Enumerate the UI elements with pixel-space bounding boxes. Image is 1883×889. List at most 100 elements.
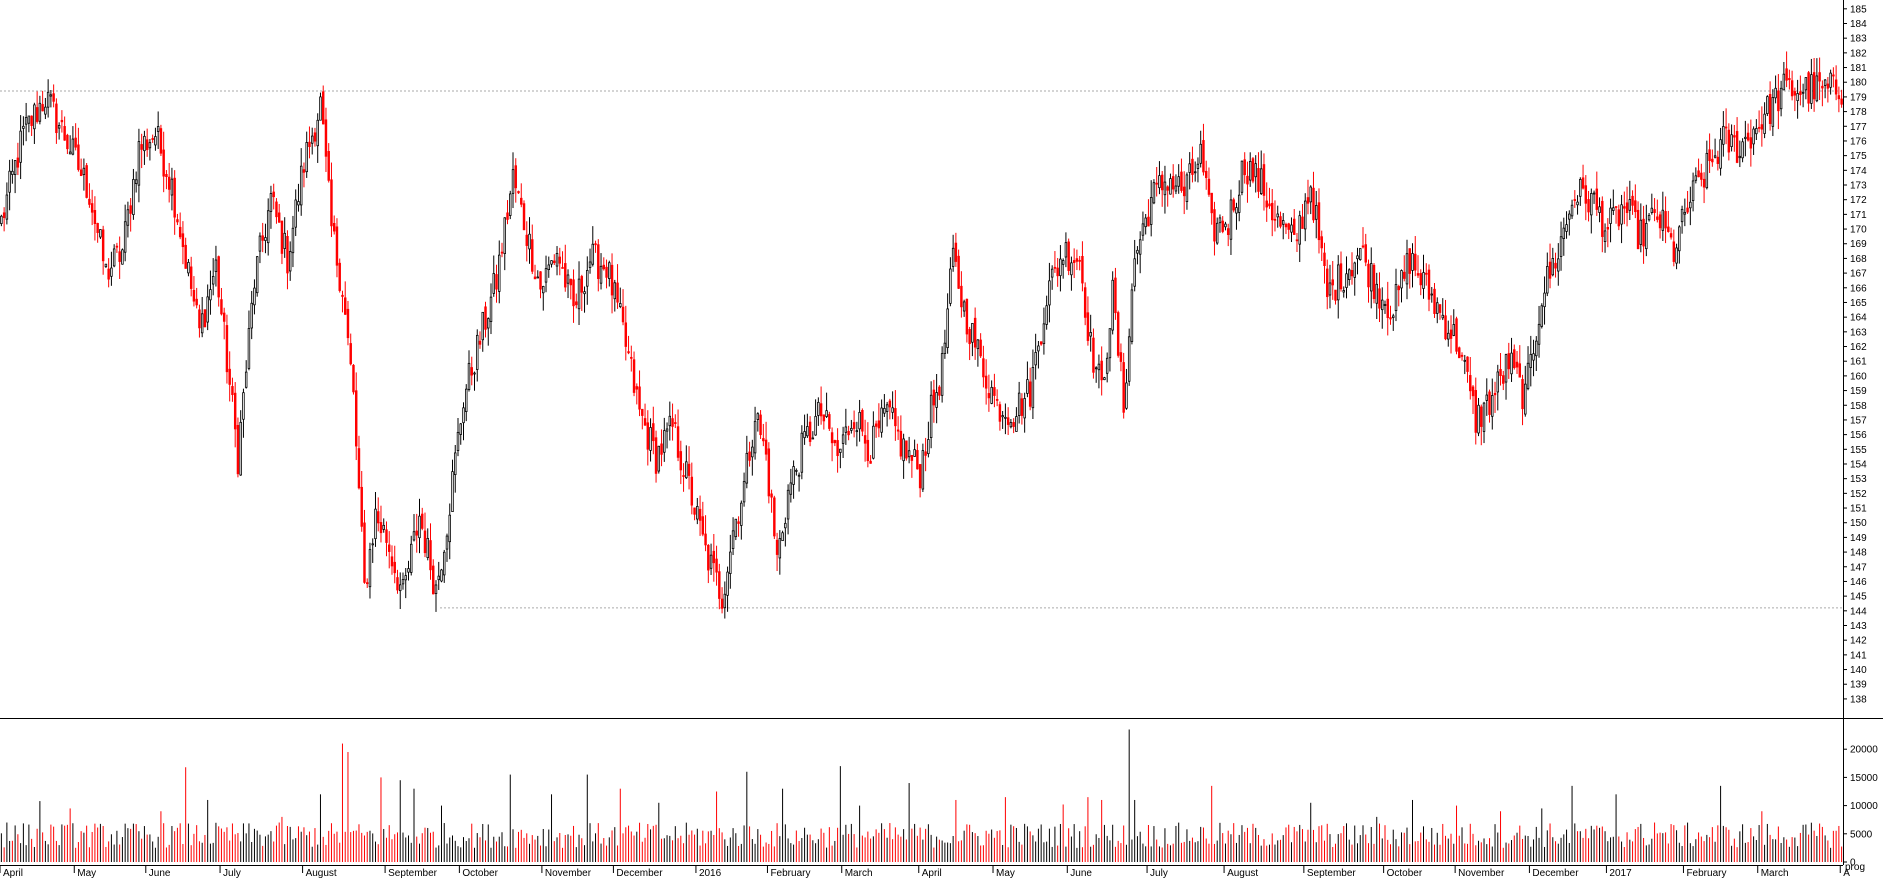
candle xyxy=(1763,102,1766,139)
candle xyxy=(1598,197,1601,223)
candle-body xyxy=(432,565,435,595)
candle-body xyxy=(385,529,388,543)
candle-body xyxy=(679,451,683,471)
candle-body xyxy=(1438,304,1442,313)
candle-body xyxy=(1403,271,1406,279)
candle-body xyxy=(434,584,438,595)
candle xyxy=(1612,189,1615,216)
candle-body xyxy=(962,301,966,312)
candle xyxy=(176,213,179,226)
candle-body xyxy=(938,386,941,396)
candle-body xyxy=(1323,252,1326,266)
candle xyxy=(1768,81,1772,131)
price-tick-label: 153 xyxy=(1850,474,1867,485)
candle xyxy=(1507,342,1511,379)
candle-body xyxy=(24,117,28,125)
candle xyxy=(1345,256,1348,299)
candle-body xyxy=(498,254,501,292)
candle-body xyxy=(1304,200,1307,230)
candle-body xyxy=(1755,128,1758,135)
candle xyxy=(335,218,339,278)
candle xyxy=(949,257,952,307)
candle-body xyxy=(987,393,991,399)
candle-body xyxy=(896,429,900,432)
candle-body xyxy=(154,136,157,146)
price-tick-label: 160 xyxy=(1850,371,1867,382)
candle-body xyxy=(624,322,628,347)
candle xyxy=(354,372,358,461)
candle xyxy=(1570,199,1574,220)
candle xyxy=(861,408,864,437)
price-tick-label: 177 xyxy=(1850,122,1867,133)
candle xyxy=(1339,251,1343,292)
candle xyxy=(907,436,911,464)
candle-body xyxy=(90,203,94,213)
candle xyxy=(1752,126,1755,155)
candle xyxy=(170,167,174,211)
candle xyxy=(1708,133,1711,173)
candle xyxy=(140,133,143,169)
candle xyxy=(2,207,6,232)
candle-body xyxy=(1507,353,1511,370)
candle-body xyxy=(421,513,424,529)
candle xyxy=(71,126,75,156)
candle xyxy=(465,384,468,422)
candle-body xyxy=(272,191,275,198)
candle-body xyxy=(305,142,308,173)
candle-body xyxy=(1204,170,1208,179)
candle xyxy=(1281,213,1285,240)
candle xyxy=(883,394,886,417)
candle-body xyxy=(1694,175,1698,181)
candle xyxy=(693,507,696,521)
candle-body xyxy=(1774,87,1777,99)
candle xyxy=(1749,119,1753,167)
candle-body xyxy=(1768,94,1772,125)
candle-body xyxy=(1392,315,1395,318)
candle-body xyxy=(324,119,328,157)
candle-body xyxy=(1072,260,1076,263)
candle-body xyxy=(1686,207,1689,213)
candle xyxy=(1171,164,1175,198)
candle xyxy=(1193,161,1197,182)
candle-body xyxy=(663,430,666,453)
candle xyxy=(368,542,372,599)
candle-body xyxy=(1370,263,1373,292)
candle xyxy=(495,264,498,303)
candle xyxy=(709,543,713,575)
candle-body xyxy=(855,430,859,433)
candle xyxy=(1823,78,1827,99)
candle xyxy=(905,440,908,461)
price-tick-label: 185 xyxy=(1850,4,1867,15)
candle-body xyxy=(41,104,44,112)
candle xyxy=(1248,152,1252,187)
candle xyxy=(808,416,812,447)
candle xyxy=(1392,313,1395,331)
candle-body xyxy=(726,571,729,596)
candle xyxy=(1405,239,1409,300)
candle-body xyxy=(982,358,985,378)
candle-body xyxy=(698,508,702,521)
candle xyxy=(1114,267,1117,320)
candle xyxy=(935,373,938,424)
candle xyxy=(619,287,622,309)
candle xyxy=(646,410,650,466)
candle-body xyxy=(976,339,980,350)
candle-body xyxy=(1766,96,1769,114)
candle xyxy=(539,271,542,299)
price-tick-label: 181 xyxy=(1850,63,1867,74)
candle xyxy=(632,351,636,397)
candle xyxy=(1202,123,1205,176)
candle xyxy=(1317,188,1321,254)
candle-body xyxy=(236,424,240,475)
candle-body xyxy=(1529,353,1533,368)
candle-body xyxy=(1683,211,1687,215)
candle xyxy=(209,270,212,315)
candle-body xyxy=(1284,223,1288,228)
month-label: October xyxy=(462,868,498,879)
candle xyxy=(641,408,644,430)
candle xyxy=(1697,158,1700,178)
candle-body xyxy=(1592,192,1596,195)
candle xyxy=(99,229,102,240)
candle xyxy=(797,472,801,492)
